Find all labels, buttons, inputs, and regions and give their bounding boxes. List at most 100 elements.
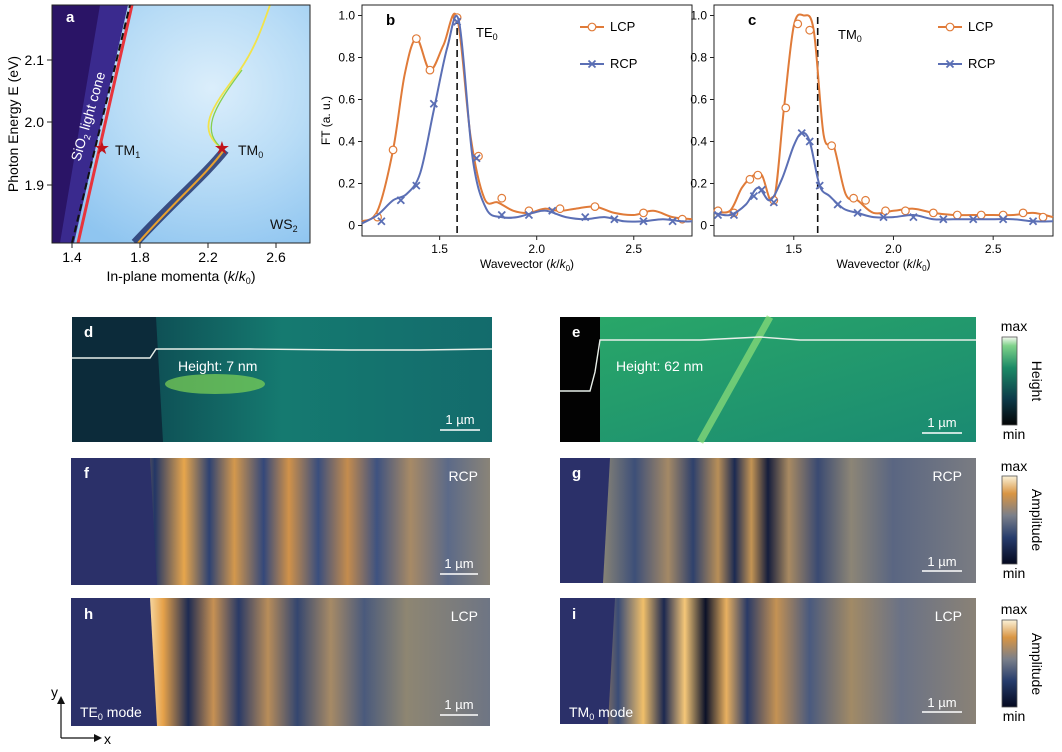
ytick-label: 1.0: [690, 9, 707, 23]
panel-letter-g: g: [572, 465, 581, 482]
panel-letter-a: a: [66, 9, 75, 26]
scalebar-label-e: 1 µm: [927, 415, 956, 430]
amplitude-map-i: [560, 598, 976, 724]
data-point-lcp: [1038, 212, 1048, 222]
mode-label-i: TM0 mode: [569, 704, 633, 722]
colorbar-min: min: [1003, 426, 1026, 442]
panel-g: g RCP 1 µm: [560, 458, 976, 583]
xtick-a: 2.6: [266, 249, 286, 265]
colorbar-gradient: [1001, 619, 1018, 708]
scalebar-label-f: 1 µm: [444, 556, 473, 571]
legend-marker: [587, 59, 597, 69]
data-point-lcp: [827, 141, 837, 151]
ytick-label: 1.0: [338, 9, 355, 23]
scalebar-label-g: 1 µm: [927, 554, 956, 569]
data-point-lcp: [881, 206, 890, 216]
data-point-lcp: [745, 174, 755, 184]
data-point-rcp: [999, 215, 1008, 224]
data-point-rcp: [729, 210, 739, 220]
colorbar-amplitude-2: max min Amplitude: [1001, 601, 1045, 724]
tm1-branch: [76, 5, 134, 243]
colorbar-max: max: [1001, 318, 1027, 334]
polarization-label-f: RCP: [448, 468, 478, 484]
legend-label: RCP: [968, 56, 995, 71]
material-label: WS2: [270, 216, 298, 234]
data-point-rcp: [639, 217, 648, 226]
colorbar-amplitude-1: max min Amplitude: [1001, 458, 1045, 581]
data-point-lcp: [411, 34, 421, 43]
substrate-h: [71, 598, 157, 726]
x-axis-label: Wavevector (k/k0): [480, 257, 574, 273]
data-point-lcp: [590, 202, 600, 212]
ytick-a: 1.9: [25, 177, 45, 193]
data-point-rcp: [939, 215, 948, 224]
panel-d: d Height: 7 nm 1 µm: [72, 317, 493, 442]
afm-map-e: [560, 317, 976, 442]
polarization-label-h: LCP: [451, 608, 478, 624]
substrate-i: [560, 598, 615, 724]
y-axis-label: FT (a. u.): [319, 96, 333, 145]
data-point-lcp: [928, 208, 938, 218]
substrate-e: [560, 317, 600, 442]
colorbar-height: max min Height: [1001, 318, 1045, 442]
panel-a-xlabel: In-plane momenta (k/k0): [107, 268, 256, 286]
panel-b-vline-label: TE0: [476, 25, 498, 42]
legend-label: LCP: [968, 19, 993, 34]
legend-marker: [945, 59, 955, 69]
ytick-label: 0.6: [338, 93, 355, 107]
data-point-rcp: [757, 185, 766, 194]
polarization-label-i: LCP: [935, 608, 962, 624]
ytick-a: 2.0: [25, 114, 45, 130]
data-point-rcp: [377, 217, 386, 226]
data-point-rcp: [853, 208, 862, 218]
ytick-label: 0: [348, 219, 355, 233]
tm0-upper-branch: [207, 5, 271, 151]
xtick-label: 2.5: [625, 242, 642, 256]
height-profile-e: [560, 336, 976, 392]
ytick-label: 0.6: [690, 93, 707, 107]
tm1-label: TM1: [115, 142, 140, 160]
light-cone-line: [71, 4, 131, 244]
star-tm1: ★: [94, 138, 110, 158]
xtick-label: 2.0: [528, 242, 545, 256]
colorbar-max: max: [1001, 458, 1027, 474]
ytick-label: 0.4: [338, 135, 355, 149]
xtick-a: 2.2: [198, 249, 218, 265]
panel-c: 0 0.2 0.4 0.6 0.8 1.0 1.5 2.0 2.5 Wavevector (k/k…: [690, 4, 1054, 273]
data-point-rcp: [668, 217, 677, 226]
panel-letter-d: d: [84, 324, 93, 341]
data-point-rcp: [749, 191, 759, 201]
scalebar-label-h: 1 µm: [444, 697, 473, 712]
polarization-label-g: RCP: [932, 468, 962, 484]
legend-label: RCP: [610, 56, 637, 71]
data-point-rcp: [412, 181, 421, 190]
data-point-lcp: [781, 103, 791, 113]
data-point-rcp: [429, 99, 438, 108]
data-point-lcp: [901, 206, 910, 216]
series-line-lcp: [361, 12, 693, 223]
panel-letter-c: c: [748, 12, 756, 29]
legend-label: LCP: [610, 19, 635, 34]
mode-label-h: TE0 mode: [80, 704, 142, 722]
panel-f: f RCP 1 µm: [71, 458, 490, 585]
data-point-rcp: [452, 17, 462, 26]
substrate-f: [71, 458, 157, 585]
colorbar-max: max: [1001, 601, 1027, 617]
data-point-rcp: [581, 212, 590, 222]
panel-e: e Height: 62 nm 1 µm: [560, 315, 976, 444]
data-point-rcp: [797, 128, 806, 138]
data-point-lcp: [849, 193, 858, 203]
data-point-rcp: [1028, 217, 1038, 226]
panel-i: i LCP TM0 mode 1 µm: [560, 598, 976, 724]
plot-frame: [361, 4, 693, 237]
ytick-label: 0.4: [690, 135, 707, 149]
panel-letter-f: f: [84, 465, 90, 482]
amplitude-map-g: [560, 458, 976, 583]
data-point-rcp: [548, 206, 557, 215]
data-point-lcp: [861, 195, 870, 205]
ytick-label: 0.2: [338, 177, 355, 191]
colorbar-min: min: [1003, 708, 1026, 724]
panel-h: h LCP TE0 mode 1 µm: [71, 598, 490, 726]
panel-a-xaxis: 1.4 1.8 2.2 2.6 In-plane momenta (k/k0): [62, 243, 286, 286]
colorbar-label: Amplitude: [1029, 489, 1045, 551]
